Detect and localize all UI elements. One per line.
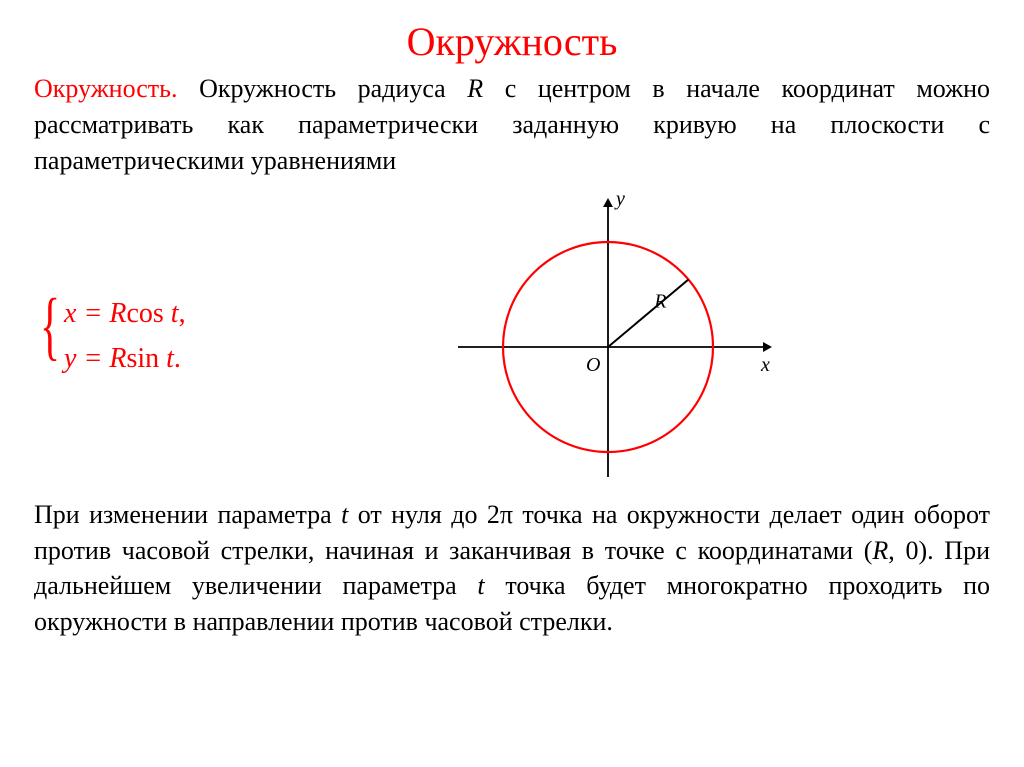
circle-diagram: y x O R: [438, 187, 778, 487]
diagram-container: y x O R: [226, 187, 990, 487]
eq1-func: cos: [126, 298, 163, 329]
eq2-var: y: [64, 343, 76, 374]
eq2-param: t: [159, 343, 174, 374]
page: Окружность Окружность. Окружность радиус…: [0, 0, 1024, 640]
equation-y: y = Rsin t.: [64, 337, 186, 382]
intro-rest: Окружность радиуса R с центром в начале …: [34, 74, 990, 175]
p2-R: R: [872, 536, 888, 565]
intro-paragraph: Окружность. Окружность радиуса R с центр…: [34, 71, 990, 179]
p2-part1: При изменении параметра: [34, 500, 341, 529]
explanation-paragraph: При изменении параметра t от нуля до 2π …: [34, 497, 990, 641]
eq1-R: R: [109, 298, 126, 329]
equation-x: x = Rcos t,: [64, 292, 186, 337]
radius-label: R: [653, 290, 666, 312]
parametric-equations: { x = Rcos t, y = Rsin t.: [40, 292, 186, 382]
y-axis-label: y: [614, 188, 625, 210]
eq2-eq: =: [76, 343, 109, 374]
x-axis-arrow-icon: [763, 342, 772, 352]
origin-label: O: [586, 354, 600, 376]
eq1-param: t: [164, 298, 179, 329]
y-axis-arrow-icon: [603, 198, 613, 207]
eq1-var: x: [64, 298, 76, 329]
intro-lead: Окружность.: [34, 74, 178, 103]
eq1-eq: =: [76, 298, 109, 329]
eq2-end: .: [174, 343, 181, 374]
eq2-R: R: [109, 343, 126, 374]
x-axis-label: x: [760, 354, 770, 376]
p2-t2: t: [477, 571, 484, 600]
figure-row: { x = Rcos t, y = Rsin t. yxOR: [34, 187, 990, 487]
page-title: Окружность: [34, 18, 990, 65]
radius-line: [608, 279, 688, 346]
eq1-end: ,: [179, 298, 186, 329]
curly-brace-icon: {: [40, 288, 60, 364]
eq2-func: sin: [126, 343, 159, 374]
